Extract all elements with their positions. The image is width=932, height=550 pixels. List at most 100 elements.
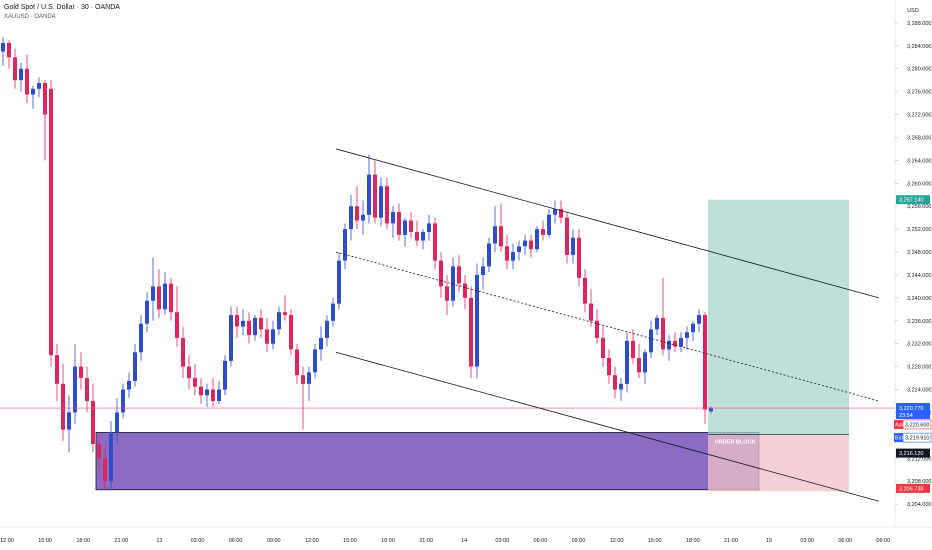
time-tick-label: 15 <box>766 538 772 544</box>
candle-body <box>337 260 341 304</box>
candle-body <box>109 432 113 482</box>
candle-body <box>661 317 665 350</box>
candle-body <box>403 220 407 235</box>
candle-body <box>583 277 587 304</box>
tag-last-bg <box>896 403 930 420</box>
currency-label[interactable]: USD <box>907 8 919 14</box>
candle-body <box>577 237 581 278</box>
time-tick-label: 21:00 <box>724 538 738 544</box>
tag-bid-label: Bid <box>895 436 903 442</box>
candle-body <box>391 211 395 224</box>
price-tick-label: 3,228.000 <box>907 365 931 371</box>
candle-body <box>607 358 611 376</box>
zone-order-block <box>95 432 760 491</box>
tag-ask-label: Ask <box>895 422 904 428</box>
candle-body <box>361 214 365 221</box>
price-axis-bg <box>895 0 932 550</box>
candle-body <box>589 303 593 321</box>
time-tick-label: 18:00 <box>381 538 395 544</box>
candle-body <box>349 206 353 230</box>
candle-body <box>169 283 173 313</box>
time-axis: 12:00 15:00 18:00 21:00 13 03:00 06:00 09:00 12:… <box>0 526 932 544</box>
candle-body <box>631 340 635 359</box>
candle-body <box>703 315 707 410</box>
trendline-channel-upper <box>335 148 880 299</box>
candle-body <box>553 209 557 215</box>
candle-body <box>127 380 131 390</box>
time-tick-label: 18:00 <box>76 538 90 544</box>
candle-body <box>421 231 425 241</box>
candle-body <box>91 400 95 444</box>
candle-body <box>259 317 263 330</box>
tag-entry-bg <box>896 448 930 458</box>
time-tick-label: 03:00 <box>495 538 509 544</box>
tag-last: 3,220.770 <box>899 406 923 412</box>
trendline-channel-mid <box>335 251 880 402</box>
candle-body <box>13 57 17 81</box>
candle-body <box>697 315 701 324</box>
candle-body <box>313 349 317 373</box>
candle-body <box>637 358 641 373</box>
candle-body <box>457 266 461 284</box>
candle-body <box>43 83 47 115</box>
candle-body <box>451 266 455 301</box>
time-tick-label: 06:00 <box>534 538 548 544</box>
candle-body <box>265 329 269 344</box>
candle-body <box>409 220 413 232</box>
time-tick-label: 03:00 <box>191 538 205 544</box>
candle-body <box>571 237 575 255</box>
tag-bid-bg <box>902 432 932 443</box>
symbol-title[interactable]: Gold Spot / U.S. Dollar · 30 · OANDA <box>4 4 120 11</box>
candle-body <box>475 274 479 367</box>
price-tick-label: 3,288.000 <box>907 21 931 27</box>
candle-body <box>199 386 203 396</box>
symbol-subtitle: XAUUSD · OANDA <box>4 14 56 20</box>
candle-body <box>247 320 251 336</box>
tag-target-bg <box>896 195 930 205</box>
candle-body <box>307 372 311 384</box>
candle-body <box>19 68 23 81</box>
candle-body <box>115 412 119 433</box>
candle-body <box>469 297 473 367</box>
candle-body <box>211 389 215 401</box>
candle-body <box>535 229 539 250</box>
candle-body <box>205 389 209 396</box>
candle-body <box>163 283 167 310</box>
price-tick-label: 3,264.000 <box>907 158 931 164</box>
candle-body <box>445 286 449 301</box>
candle-body <box>301 375 305 384</box>
candle-body <box>79 366 83 379</box>
candle-body <box>595 320 599 338</box>
candle-body <box>187 366 191 379</box>
tag-ask: 3,220.600 <box>905 422 929 428</box>
candle-body <box>679 337 683 347</box>
candle-body <box>649 329 653 353</box>
price-tick-label: 3,224.000 <box>907 388 931 394</box>
time-tick-label: 09:00 <box>572 538 586 544</box>
time-tick-label: 09:00 <box>876 538 890 544</box>
price-tick-label: 3,208.000 <box>907 479 931 485</box>
price-tick-label: 3,256.000 <box>907 204 931 210</box>
candle-body <box>277 312 281 330</box>
candle-body <box>481 266 485 275</box>
candle-body <box>613 375 617 390</box>
candle-body <box>7 42 11 58</box>
candle-body <box>511 252 515 261</box>
candle-body <box>397 211 401 235</box>
candle-body <box>157 286 161 310</box>
candle-body <box>643 352 647 373</box>
time-tick-label: 18:00 <box>686 538 700 544</box>
candle-body <box>505 246 509 261</box>
tag-stop: 3,206.738 <box>899 486 923 492</box>
price-tick-label: 3,236.000 <box>907 319 931 325</box>
candle-body <box>433 223 437 261</box>
candle-body <box>253 317 257 336</box>
candle-body <box>97 443 101 459</box>
time-tick-label: 14 <box>461 538 467 544</box>
candle-body <box>625 340 629 384</box>
candle-body <box>241 320 245 327</box>
candle-body <box>427 223 431 232</box>
candle-body <box>379 186 383 218</box>
